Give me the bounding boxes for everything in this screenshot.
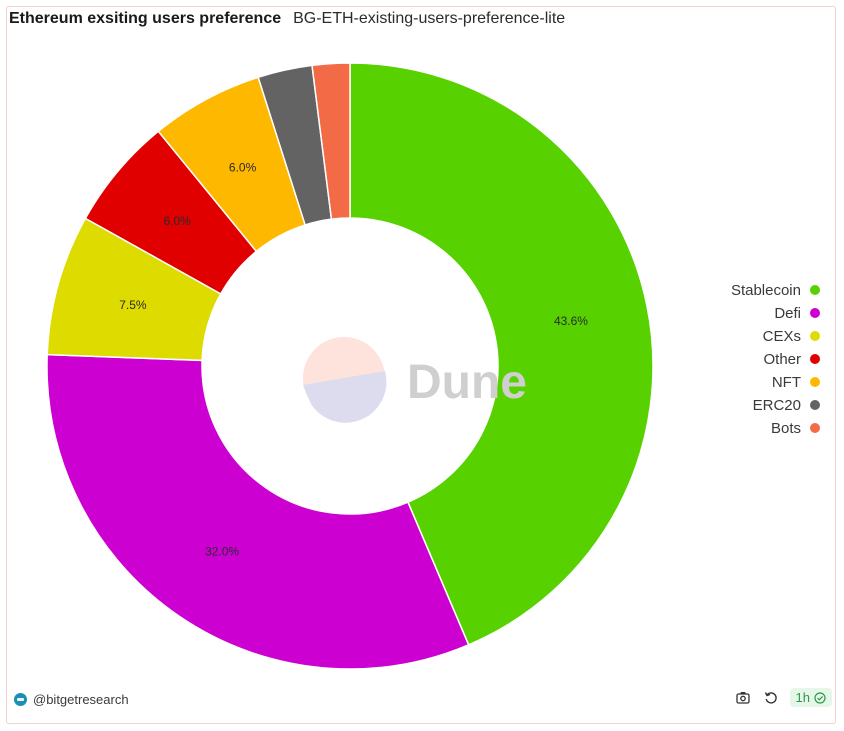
slice-stablecoin[interactable] <box>349 62 654 646</box>
chart-title: Ethereum exsiting users preference <box>9 10 282 27</box>
watermark-text: Dune <box>407 356 527 409</box>
query-name[interactable]: BG-ETH-existing-users-preference-lite <box>293 10 566 27</box>
legend-item-nft[interactable]: NFT <box>731 372 820 392</box>
refresh-interval: 1h <box>795 690 810 705</box>
legend-label: Bots <box>770 419 801 437</box>
slice-label-defi: 32.0% <box>205 545 239 559</box>
slice-label-cexs: 7.5% <box>119 298 147 312</box>
dune-watermark: Dune <box>303 337 527 423</box>
legend-item-bots[interactable]: Bots <box>731 418 820 438</box>
legend-item-other[interactable]: Other <box>731 349 820 369</box>
refresh-icon[interactable] <box>762 689 780 707</box>
legend-swatch <box>810 354 820 364</box>
legend-item-stablecoin[interactable]: Stablecoin <box>731 280 820 300</box>
footer-author[interactable]: @bitgetresearch <box>14 692 129 707</box>
legend-swatch <box>810 400 820 410</box>
avatar <box>14 693 27 706</box>
legend-label: Other <box>763 350 801 368</box>
slice-labels: 43.6% 32.0% 7.5% 6.0% 6.0% <box>119 161 588 559</box>
slice-label-stablecoin: 43.6% <box>554 314 588 328</box>
legend-swatch <box>810 423 820 433</box>
legend-label: NFT <box>771 373 801 391</box>
legend-swatch <box>810 331 820 341</box>
legend-swatch <box>810 285 820 295</box>
legend-label: Stablecoin <box>730 281 801 299</box>
legend-item-cexs[interactable]: CEXs <box>731 326 820 346</box>
camera-icon[interactable] <box>734 689 752 707</box>
check-circle-icon <box>814 691 826 704</box>
donut-slices <box>46 62 654 670</box>
legend-item-erc20[interactable]: ERC20 <box>731 395 820 415</box>
slice-defi[interactable] <box>46 353 470 670</box>
slice-label-nft: 6.0% <box>229 161 257 175</box>
slice-label-other: 6.0% <box>163 214 191 228</box>
author-handle[interactable]: @bitgetresearch <box>33 692 129 707</box>
refresh-badge[interactable]: 1h <box>789 688 832 707</box>
legend-label: Defi <box>774 304 801 322</box>
slice-bots[interactable] <box>311 62 351 221</box>
watermark-logo-bottom <box>303 371 387 423</box>
legend-label: ERC20 <box>752 396 801 414</box>
footer-actions: 1h <box>734 688 832 707</box>
legend-label: CEXs <box>762 327 801 345</box>
legend-swatch <box>810 308 820 318</box>
legend-item-defi[interactable]: Defi <box>731 303 820 323</box>
legend: Stablecoin Defi CEXs Other NFT ERC20 Bots <box>731 280 820 438</box>
chart-header: Ethereum exsiting users preference BG-ET… <box>9 10 565 28</box>
legend-swatch <box>810 377 820 387</box>
